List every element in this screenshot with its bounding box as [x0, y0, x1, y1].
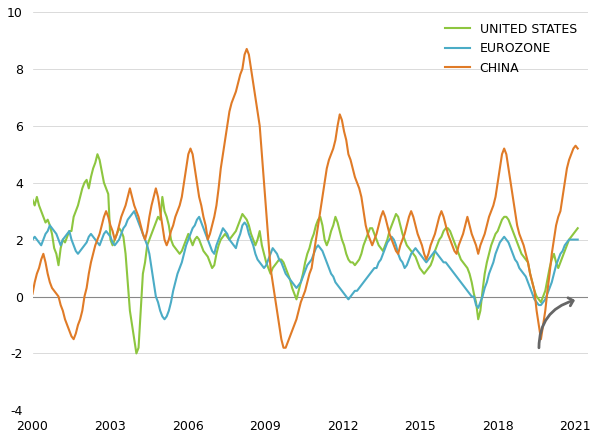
UNITED STATES — [260, 251, 268, 257]
CHINA — [574, 146, 581, 151]
CHINA — [332, 137, 339, 143]
UNITED STATES — [133, 351, 140, 356]
CHINA — [29, 291, 36, 296]
UNITED STATES — [29, 197, 36, 202]
EUROZONE — [332, 280, 339, 285]
CHINA — [243, 46, 250, 51]
UNITED STATES — [94, 152, 101, 157]
CHINA — [280, 345, 287, 350]
Legend: UNITED STATES, EUROZONE, CHINA: UNITED STATES, EUROZONE, CHINA — [440, 18, 582, 80]
CHINA — [111, 237, 118, 242]
UNITED STATES — [332, 214, 339, 220]
Line: EUROZONE: EUROZONE — [32, 211, 578, 319]
EUROZONE — [260, 265, 268, 271]
EUROZONE — [245, 231, 253, 237]
EUROZONE — [574, 237, 581, 242]
UNITED STATES — [245, 223, 253, 228]
Line: CHINA: CHINA — [32, 49, 578, 348]
EUROZONE — [111, 242, 118, 248]
Line: UNITED STATES: UNITED STATES — [32, 154, 578, 353]
EUROZONE — [161, 317, 168, 322]
EUROZONE — [514, 260, 521, 265]
CHINA — [241, 52, 248, 57]
CHINA — [258, 152, 265, 157]
UNITED STATES — [574, 226, 581, 231]
EUROZONE — [329, 274, 337, 279]
UNITED STATES — [514, 240, 521, 245]
UNITED STATES — [113, 231, 121, 237]
EUROZONE — [29, 237, 36, 242]
UNITED STATES — [329, 223, 337, 228]
CHINA — [329, 146, 337, 151]
CHINA — [514, 223, 521, 228]
EUROZONE — [131, 209, 138, 214]
